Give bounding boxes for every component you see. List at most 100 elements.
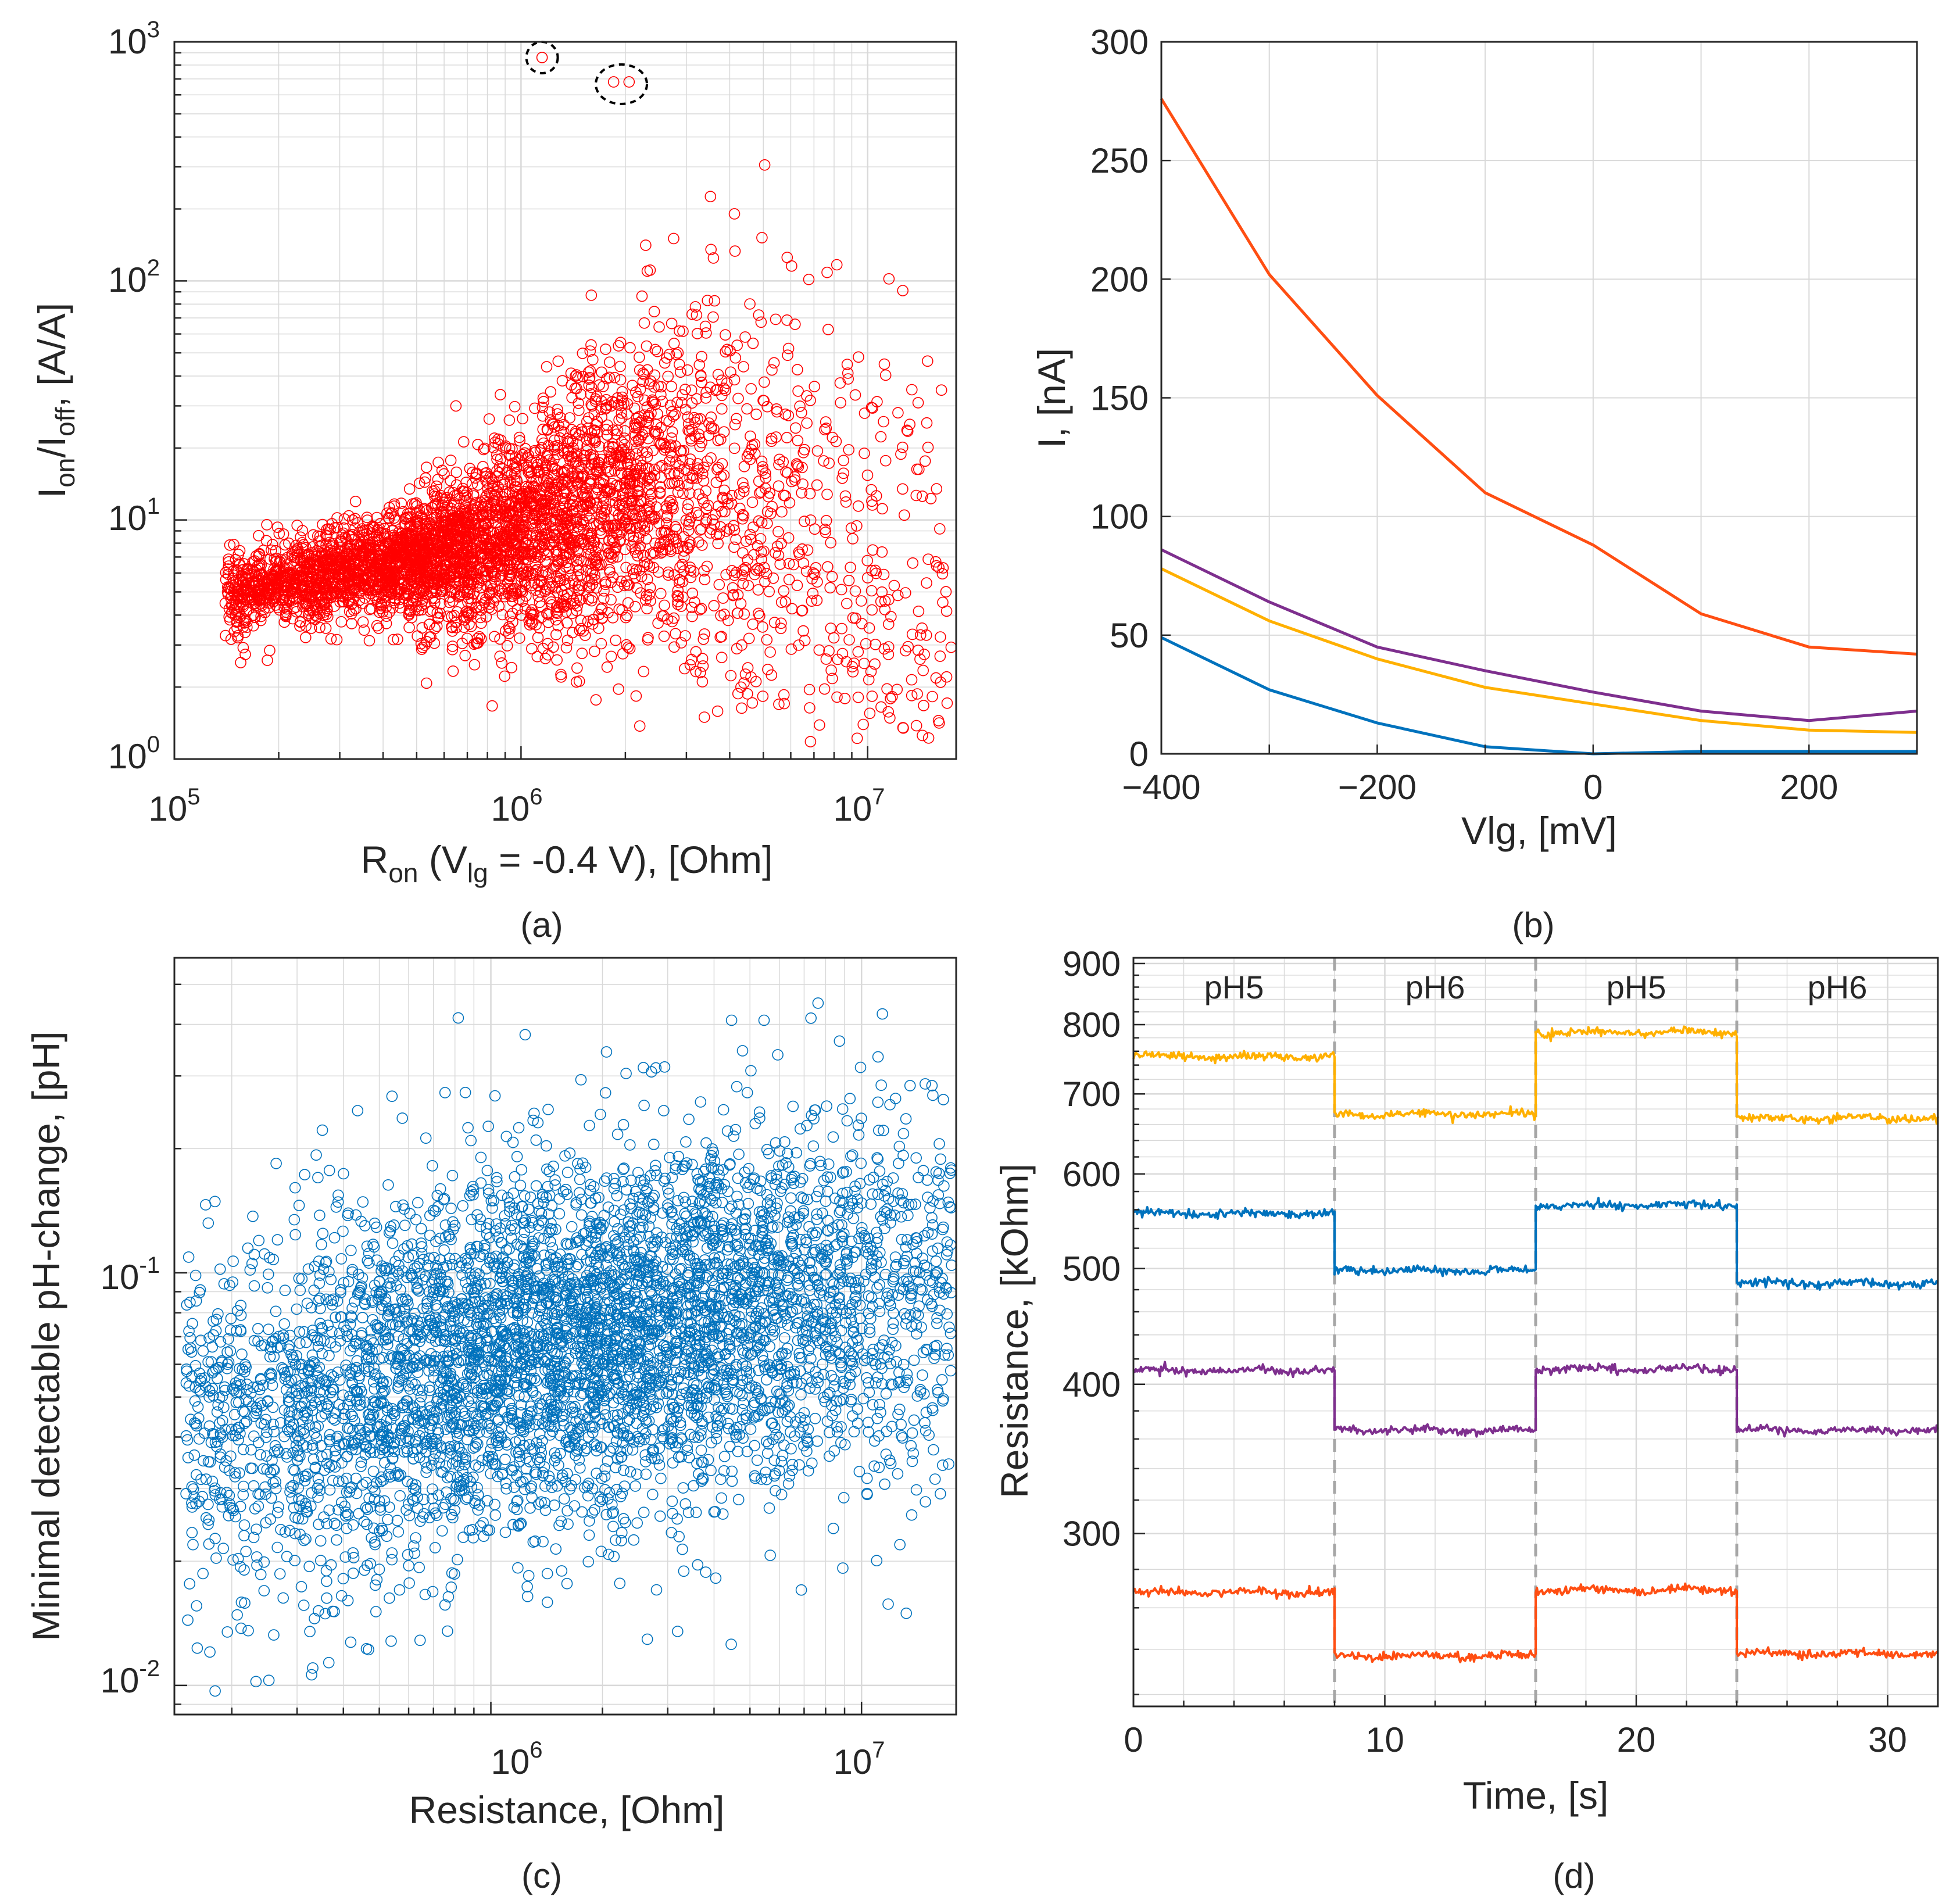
panel-a-point [818, 683, 831, 695]
panel-c-scatter-ph: 10-2 10-1 106 107 Resistance, [Ohm] Mini… [24, 957, 957, 1895]
panel-a-point [756, 232, 768, 244]
panel-a-point [736, 639, 747, 651]
panel-a-point [732, 688, 744, 700]
panel-a-point [912, 397, 924, 409]
panel-a-point [895, 448, 907, 460]
panel-c-point [209, 1685, 221, 1697]
panel-a-point [634, 351, 645, 363]
panel-a-point [541, 607, 553, 620]
panel-a-point [486, 603, 498, 615]
panel-a-label: (a) [520, 906, 563, 944]
panel-a-point [707, 311, 719, 323]
panel-a-point [696, 539, 708, 551]
panel-a-point [831, 691, 843, 703]
panel-a-ytick-label: 102 [108, 255, 160, 299]
panel-c-point [248, 1280, 260, 1292]
panel-a-point [619, 425, 631, 437]
panel-a-point [655, 471, 667, 484]
panel-a-point [235, 657, 246, 668]
panel-a-point [446, 643, 459, 656]
panel-c-point [367, 1465, 380, 1477]
panel-a-point [891, 683, 903, 696]
panel-c-point [570, 1474, 581, 1486]
panel-a-point [614, 360, 626, 373]
panel-a-point [757, 690, 769, 702]
panel-a-point [945, 641, 957, 653]
panel-a-highlight-circle [595, 63, 649, 105]
panel-c-point [811, 1435, 823, 1447]
panel-a-point [296, 525, 309, 536]
panel-a-point [658, 630, 670, 642]
panel-a-point [899, 509, 910, 521]
panel-a-point [878, 358, 890, 370]
panel-c-point [345, 1244, 357, 1257]
panel-a-point [796, 407, 807, 418]
panel-a-point [700, 502, 713, 514]
panel-a-point [737, 547, 749, 559]
panel-a-point [614, 337, 627, 349]
panel-a-point [450, 400, 462, 412]
panel-a-point [601, 661, 613, 673]
panel-a-point [759, 159, 771, 171]
panel-a-point [739, 331, 751, 343]
panel-a-point [380, 618, 392, 629]
panel-a-point [729, 245, 741, 257]
panel-a-point [298, 539, 310, 551]
panel-a-point [695, 369, 707, 381]
panel-a-point [728, 208, 741, 220]
panel-a-data-points [219, 52, 957, 747]
panel-a-point [575, 614, 587, 627]
panel-a-point [882, 706, 894, 718]
panel-a-point [260, 535, 273, 547]
panel-b-xtick-label: −400 [1122, 768, 1200, 807]
panel-a-point [708, 600, 720, 611]
panel-a-point [839, 490, 852, 502]
panel-a-point [847, 666, 859, 678]
panel-a-point [901, 424, 913, 436]
panel-a-point [261, 518, 273, 531]
panel-a-point [692, 413, 703, 425]
panel-a-point [722, 614, 734, 627]
panel-a-point [745, 383, 757, 395]
panel-a-point [698, 475, 710, 487]
panel-a-point [613, 683, 624, 695]
panel-a-point [772, 525, 784, 538]
panel-c-point [683, 1114, 695, 1125]
panel-a-point [320, 622, 332, 634]
panel-a-point [875, 701, 887, 713]
panel-a-point [835, 397, 846, 409]
panel-a-point [754, 533, 767, 545]
panel-a-point [715, 610, 727, 622]
panel-c-point [188, 1449, 201, 1461]
panel-a-point [705, 411, 717, 423]
panel-a-point [761, 634, 773, 646]
panel-a-point [897, 722, 909, 734]
panel-a-point [840, 496, 852, 508]
panel-a-point [358, 624, 370, 636]
panel-a-point [535, 600, 547, 612]
panel-a-point [922, 355, 933, 367]
panel-a-point [867, 544, 879, 556]
panel-a-point [755, 316, 767, 328]
panel-a-point [239, 649, 251, 660]
panel-a-point [843, 444, 854, 456]
panel-a-point [571, 555, 583, 567]
panel-a-point [655, 588, 667, 600]
panel-a-point [884, 712, 896, 724]
panel-a-point [900, 645, 911, 657]
panel-a-point [468, 658, 481, 671]
panel-c-point [878, 1125, 889, 1136]
panel-a-point [611, 424, 624, 436]
panel-a-point [804, 702, 815, 714]
panel-a-point [488, 631, 500, 643]
panel-c-point [384, 1592, 395, 1604]
panel-a-point [736, 702, 747, 714]
panel-a-point [636, 290, 648, 302]
panel-a-point [821, 488, 833, 500]
panel-a-point [797, 625, 809, 637]
panel-a-point [690, 646, 702, 658]
panel-a-point [624, 342, 636, 354]
panel-a-point [561, 634, 574, 646]
panel-a-point [716, 652, 728, 663]
